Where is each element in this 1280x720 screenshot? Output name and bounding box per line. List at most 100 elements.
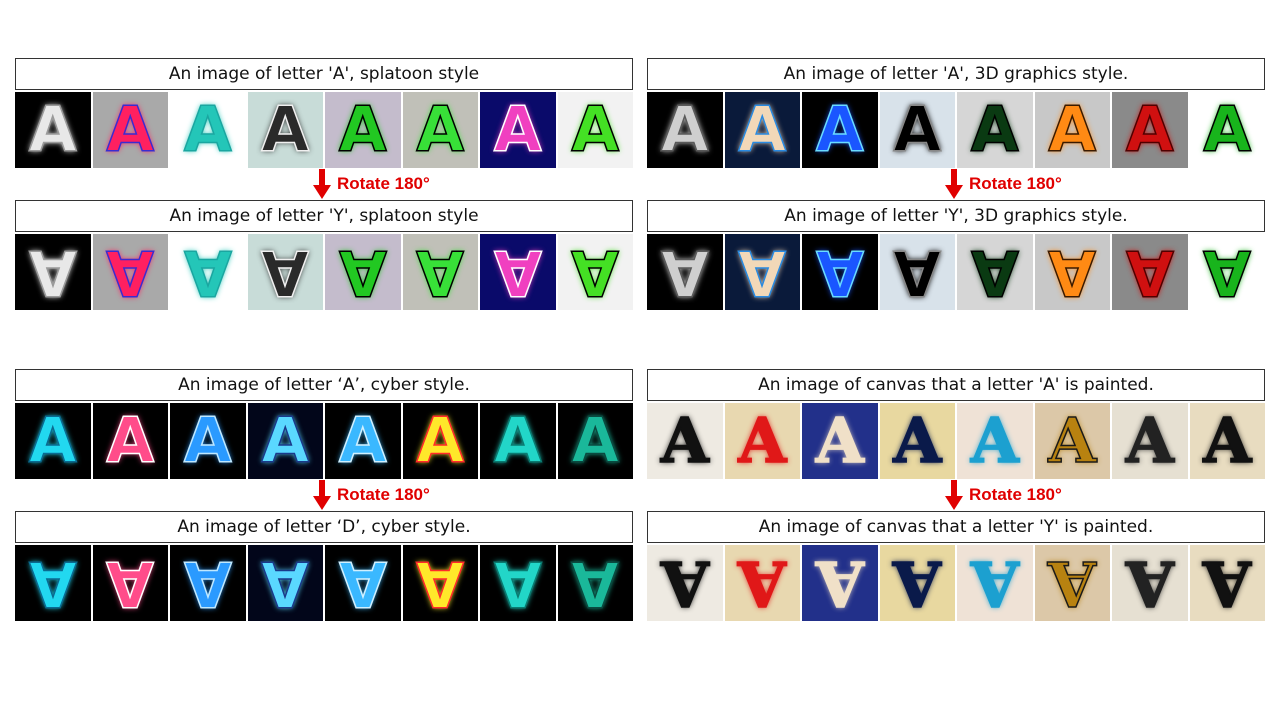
rotated-letter-glyph: A (183, 546, 232, 621)
generated-image-tile: A (557, 545, 633, 621)
letter-glyph: A (892, 404, 942, 477)
down-arrow-icon (945, 480, 963, 510)
generated-image-tile: A (325, 545, 401, 621)
generated-image-tile: A (724, 403, 800, 479)
rotated-letter-glyph: A (416, 546, 465, 621)
rotate-label: Rotate 180° (969, 174, 1062, 193)
generated-image-tile: A (15, 403, 91, 479)
panel-splatoon: An image of letter 'A', splatoon style A… (15, 58, 633, 312)
generated-image-tile: A (170, 545, 246, 621)
rotated-letter-glyph: A (1125, 546, 1175, 621)
generated-image-tile: A (802, 545, 878, 621)
generated-image-tile: A (724, 92, 800, 168)
generated-image-tile: A (325, 403, 401, 479)
generated-image-tile: A (957, 92, 1033, 168)
generated-image-tile: A (1112, 403, 1188, 479)
generated-image-tile: A (957, 403, 1033, 479)
generated-image-tile: A (1189, 403, 1265, 479)
rotated-letter-glyph: A (28, 235, 77, 310)
rotated-letter-glyph: A (28, 546, 77, 621)
generated-image-tile: A (557, 234, 633, 310)
letter-glyph: A (493, 93, 542, 166)
rotated-letter-glyph: A (106, 235, 155, 310)
rotated-letter-glyph: A (1048, 235, 1097, 310)
generated-image-tile: A (15, 234, 91, 310)
rotated-letter-glyph: A (571, 235, 620, 310)
letter-glyph: A (261, 93, 310, 166)
letter-glyph: A (1203, 93, 1252, 166)
generated-image-tile: A (802, 234, 878, 310)
rotated-letter-glyph: A (1047, 546, 1097, 621)
rotated-letter-glyph: A (1203, 235, 1252, 310)
generated-image-tile: A (647, 92, 723, 168)
rotated-letter-glyph: A (106, 546, 155, 621)
down-arrow-icon (313, 480, 331, 510)
generated-image-tile: A (1189, 92, 1265, 168)
generated-image-tile: A (1189, 545, 1265, 621)
generated-image-tile: A (15, 92, 91, 168)
rotated-letter-glyph: A (1202, 546, 1252, 621)
panel-canvas: An image of canvas that a letter 'A' is … (647, 369, 1265, 623)
letter-glyph: A (1202, 404, 1252, 477)
generated-image-tile: A (1189, 234, 1265, 310)
generated-image-tile: A (1034, 545, 1110, 621)
rotated-letter-glyph: A (1125, 235, 1174, 310)
generated-image-tile: A (92, 403, 168, 479)
top-caption: An image of letter ‘A’, cyber style. (15, 369, 633, 401)
letter-glyph: A (970, 404, 1020, 477)
letter-glyph: A (660, 404, 710, 477)
rotated-letter-glyph: A (493, 235, 542, 310)
down-arrow-icon (313, 169, 331, 199)
generated-image-tile: A (557, 403, 633, 479)
rotated-letter-glyph: A (815, 546, 865, 621)
bottom-caption: An image of canvas that a letter 'Y' is … (647, 511, 1265, 543)
rotated-letter-glyph: A (493, 546, 542, 621)
letter-glyph: A (571, 404, 620, 477)
rotate-label: Rotate 180° (337, 485, 430, 504)
generated-image-tile: A (1034, 234, 1110, 310)
generated-image-tile: A (724, 234, 800, 310)
rotate-arrow: Rotate 180° (313, 169, 430, 199)
generated-image-tile: A (325, 92, 401, 168)
letter-glyph: A (106, 93, 155, 166)
top-caption: An image of letter 'A', 3D graphics styl… (647, 58, 1265, 90)
rotated-letter-glyph: A (338, 235, 387, 310)
rotate-arrow: Rotate 180° (945, 169, 1062, 199)
generated-image-tile: A (92, 92, 168, 168)
generated-image-tile: A (1034, 403, 1110, 479)
top-caption: An image of letter 'A', splatoon style (15, 58, 633, 90)
letter-glyph: A (338, 404, 387, 477)
letter-glyph: A (106, 404, 155, 477)
panel-3d-graphics: An image of letter 'A', 3D graphics styl… (647, 58, 1265, 314)
rotated-letter-glyph: A (261, 235, 310, 310)
letter-glyph: A (261, 404, 310, 477)
generated-image-tile: A (802, 403, 878, 479)
letter-glyph: A (338, 93, 387, 166)
letter-glyph: A (28, 404, 77, 477)
rotated-letter-glyph: A (416, 235, 465, 310)
letter-glyph: A (183, 93, 232, 166)
letter-glyph: A (183, 404, 232, 477)
letter-glyph: A (815, 404, 865, 477)
generated-image-tile: A (402, 403, 478, 479)
letter-glyph: A (970, 93, 1019, 166)
generated-image-tile: A (480, 545, 556, 621)
generated-image-tile: A (1112, 545, 1188, 621)
letter-glyph: A (738, 93, 787, 166)
letter-glyph: A (1125, 404, 1175, 477)
generated-image-tile: A (247, 234, 323, 310)
rotated-letter-glyph: A (338, 546, 387, 621)
rotated-letter-glyph: A (660, 235, 709, 310)
generated-image-tile: A (325, 234, 401, 310)
bottom-caption: An image of letter ‘D’, cyber style. (15, 511, 633, 543)
rotated-letter-glyph: A (970, 546, 1020, 621)
generated-image-tile: A (647, 545, 723, 621)
generated-image-tile: A (402, 234, 478, 310)
rotated-letter-glyph: A (261, 546, 310, 621)
generated-image-tile: A (957, 545, 1033, 621)
